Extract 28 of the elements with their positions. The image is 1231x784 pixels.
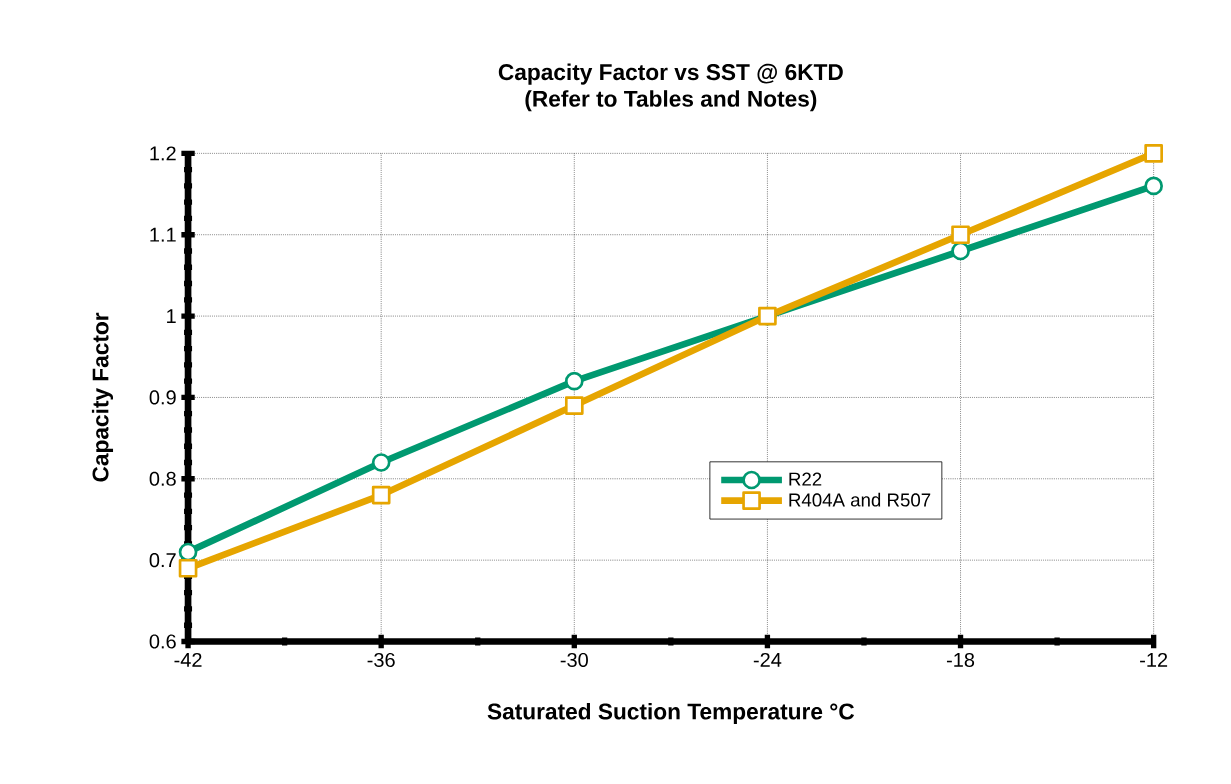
- y-tick-label: 1.2: [150, 146, 176, 161]
- point: [178, 542, 198, 562]
- point: [951, 225, 970, 244]
- x-tick-label: -30: [560, 652, 588, 667]
- y-tick-label: 1: [167, 309, 176, 323]
- point: [178, 558, 198, 578]
- chart-title: Capacity Factor vs SST @ 6KTD (Refer to Tables and Notes): [498, 63, 843, 112]
- point: [371, 453, 391, 472]
- point: [951, 241, 970, 261]
- point: [564, 396, 584, 415]
- x-axis-title: Saturated Suction Temperature °C: [487, 702, 855, 724]
- y-tick-label: 0.9: [149, 390, 176, 405]
- x-tick-label: -42: [174, 652, 202, 667]
- x-tick-label: -12: [1140, 652, 1168, 667]
- point: [371, 485, 391, 505]
- y-tick-label: 0.6: [149, 634, 176, 649]
- x-tick-label: -36: [367, 652, 395, 667]
- x-tick-label: -24: [753, 652, 782, 667]
- y-axis-title: Capacity Factor: [91, 312, 114, 482]
- legend-label: R22: [789, 472, 822, 486]
- x-tick-label: -18: [946, 652, 975, 667]
- point: [1144, 143, 1163, 163]
- point: [1144, 176, 1163, 196]
- point: [564, 371, 584, 391]
- y-tick-label: 0.7: [149, 552, 176, 568]
- y-tick-label: 1.1: [150, 227, 176, 242]
- y-tick-label: 0.8: [149, 471, 176, 486]
- legend-label: R404A and R507: [789, 492, 931, 507]
